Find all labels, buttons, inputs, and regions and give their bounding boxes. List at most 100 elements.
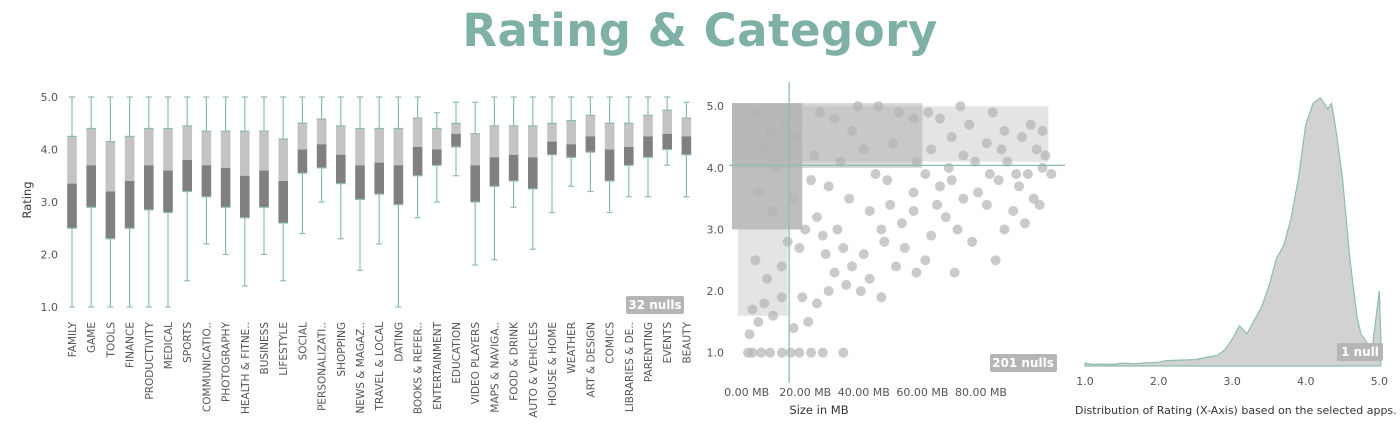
box-upper-half [451, 123, 461, 134]
scatter-point [1008, 205, 1019, 216]
scatter-point [794, 347, 805, 358]
scatter-point [908, 205, 919, 216]
boxplot-category-label: FINANCE [125, 322, 137, 368]
scatter-point [879, 236, 890, 247]
distribution-x-tick: 1.0 [1076, 375, 1094, 388]
scatter-point [955, 101, 966, 112]
box-video-players [470, 101, 480, 266]
scatter-point [855, 286, 866, 297]
scatter-y-tick: 4.0 [707, 162, 725, 175]
box-upper-half [124, 136, 135, 181]
rating-density-area [1084, 97, 1382, 367]
boxplot-category-label: HEALTH & FITNE.. [240, 322, 252, 414]
scatter-point [753, 316, 764, 327]
scatter-point [885, 199, 896, 210]
box-lifestyle [278, 96, 288, 282]
scatter-point [788, 323, 799, 334]
scatter-point [864, 205, 875, 216]
box-upper-half [547, 123, 557, 142]
box-tools [105, 96, 116, 308]
box-news-magaz [355, 96, 365, 271]
box-lower-half [163, 170, 173, 213]
boxplot-y-tick: 2.0 [41, 249, 59, 262]
box-education [451, 101, 461, 177]
boxplot-category-label: ART & DESIGN [585, 322, 597, 397]
scatter-point [841, 279, 852, 290]
scatter-point [750, 255, 761, 266]
scatter-x-axis-title: Size in MB [789, 403, 848, 417]
scatter-point [817, 230, 828, 241]
distribution-x-tick: 2.0 [1150, 375, 1168, 388]
box-upper-half [412, 118, 423, 147]
scatter-point [1037, 125, 1048, 136]
boxplot-category-label: LIFESTYLE [278, 322, 290, 376]
scatter-point [844, 193, 855, 204]
box-lower-half [220, 167, 231, 208]
scatter-y-tick: 1.0 [707, 347, 725, 360]
scatter-point [1016, 132, 1027, 143]
scatter-point [1022, 169, 1033, 180]
box-upper-half [355, 128, 365, 166]
scatter-point [876, 292, 887, 303]
scatter-point [1002, 156, 1013, 167]
scatter-point [847, 261, 858, 272]
scatter-point [776, 292, 787, 303]
scatter-point [747, 304, 758, 315]
boxplot-category-label: NEWS & MAGAZ.. [355, 322, 367, 414]
boxplot-null-badge: 32 nulls [626, 296, 684, 314]
scatter-y-tick: 2.0 [707, 285, 725, 298]
box-weather [566, 96, 576, 187]
box-lower-half [585, 136, 596, 153]
rating-by-category-boxplot: Rating 1.0 2.0 3.0 4.0 5.0 FAMILY GAME TOOLS FI… [20, 91, 693, 418]
scatter-point [858, 144, 869, 155]
box-upper-half [566, 120, 576, 145]
dashboard-title: Rating & Category [462, 4, 938, 57]
box-lower-half [374, 162, 384, 195]
box-personalizati [316, 96, 327, 203]
box-upper-half [86, 128, 96, 166]
box-communicatio [201, 96, 212, 245]
scatter-point [791, 132, 802, 143]
scatter-point [779, 119, 790, 130]
box-upper-half [144, 128, 154, 166]
box-business [259, 96, 269, 256]
box-lower-half [124, 181, 135, 229]
boxplot-category-label: VIDEO PLAYERS [470, 322, 482, 405]
box-books-refer [412, 96, 423, 219]
boxplot-category-label: PRODUCTIVITY [144, 321, 156, 399]
boxplot-category-label: EVENTS [662, 322, 674, 364]
rating-vs-size-scatter: 1.0 2.0 3.0 4.0 5.0 0.00 MB 20.00 MB 40.00 MB 6… [707, 82, 1065, 417]
box-upper-half [508, 125, 519, 155]
boxplot-category-label: BOOKS & REFER.. [413, 322, 425, 414]
box-lower-half [624, 146, 634, 166]
scatter-point [949, 267, 960, 278]
scatter-point [820, 249, 831, 260]
distribution-null-badge: 1 null [1337, 343, 1383, 361]
boxplot-category-label: MAPS & NAVIGA.. [489, 322, 501, 413]
scatter-point [1046, 169, 1057, 180]
boxplot-category-label: HOUSE & HOME [547, 322, 559, 406]
box-lower-half [278, 181, 288, 223]
scatter-point [829, 267, 840, 278]
box-libraries-de [624, 96, 634, 198]
scatter-point [911, 267, 922, 278]
box-upper-half [489, 125, 500, 158]
scatter-point [926, 230, 937, 241]
boxplot-category-label: COMMUNICATIO.. [201, 322, 213, 412]
scatter-point [926, 144, 937, 155]
scatter-point [946, 132, 957, 143]
box-upper-half [374, 128, 384, 163]
box-family [67, 96, 77, 308]
box-upper-half [643, 115, 653, 137]
scatter-point [870, 169, 881, 180]
scatter-null-badge: 201 nulls [990, 354, 1057, 372]
box-lower-half [201, 165, 212, 197]
box-lower-half [86, 165, 96, 208]
boxplot-category-label: PHOTOGRAPHY [221, 321, 233, 402]
scatter-point [814, 107, 825, 118]
scatter-x-tick: 40.00 MB [838, 386, 890, 399]
distribution-caption: Distribution of Rating (X-Axis) based on… [1075, 404, 1397, 417]
box-lower-half [547, 141, 557, 155]
scatter-point [932, 199, 943, 210]
